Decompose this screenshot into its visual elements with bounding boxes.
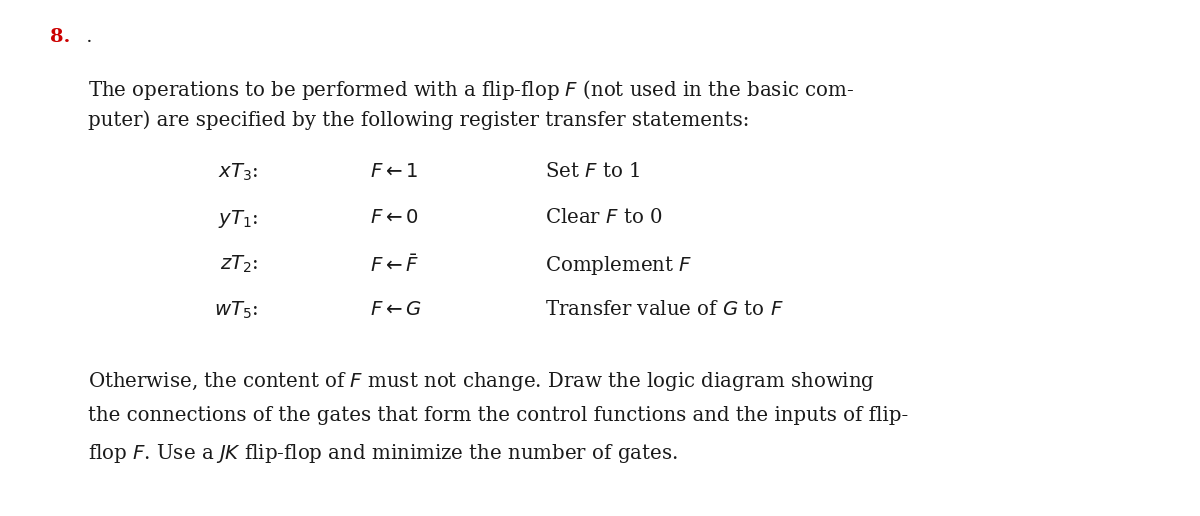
Text: the connections of the gates that form the control functions and the inputs of f: the connections of the gates that form t…	[88, 406, 908, 425]
Text: 8.: 8.	[50, 28, 71, 46]
Text: $xT_3$:: $xT_3$:	[217, 162, 258, 183]
Text: Otherwise, the content of $F$ must not change. Draw the logic diagram showing: Otherwise, the content of $F$ must not c…	[88, 370, 875, 393]
Text: $F\leftarrow 0$: $F\leftarrow 0$	[370, 208, 419, 227]
Text: Transfer value of $G$ to $F$: Transfer value of $G$ to $F$	[545, 300, 784, 319]
Text: $F\leftarrow G$: $F\leftarrow G$	[370, 300, 422, 319]
Text: $F\leftarrow \bar{F}$: $F\leftarrow \bar{F}$	[370, 254, 419, 276]
Text: $wT_5$:: $wT_5$:	[214, 300, 258, 321]
Text: .: .	[80, 28, 92, 46]
Text: $yT_1$:: $yT_1$:	[217, 208, 258, 230]
Text: $F\leftarrow 1$: $F\leftarrow 1$	[370, 162, 419, 181]
Text: flop $F$. Use a $JK$ flip-flop and minimize the number of gates.: flop $F$. Use a $JK$ flip-flop and minim…	[88, 442, 678, 465]
Text: $zT_2$:: $zT_2$:	[220, 254, 258, 276]
Text: Complement $F$: Complement $F$	[545, 254, 692, 277]
Text: Set $F$ to 1: Set $F$ to 1	[545, 162, 640, 181]
Text: The operations to be performed with a flip-flop $F$ (not used in the basic com-: The operations to be performed with a fl…	[88, 78, 854, 102]
Text: puter) are specified by the following register transfer statements:: puter) are specified by the following re…	[88, 110, 749, 130]
Text: Clear $F$ to 0: Clear $F$ to 0	[545, 208, 662, 227]
